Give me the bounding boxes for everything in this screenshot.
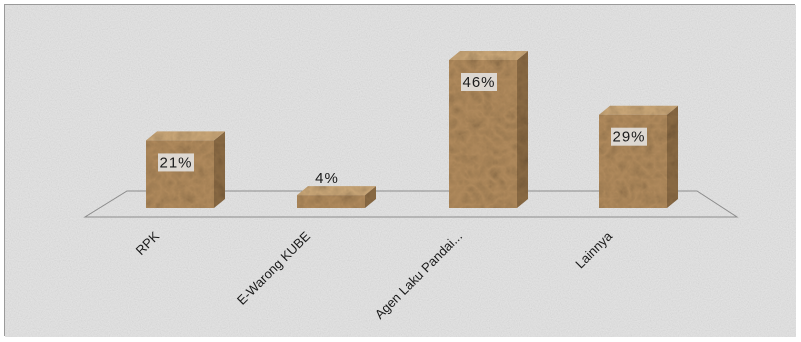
value-label-box (611, 127, 647, 146)
bar-4 (599, 105, 678, 208)
bars-layer (146, 51, 678, 208)
chart-area: 21% 4% 46% 29% RPK E-Warong KUBE Agen Laku Pa… (4, 4, 796, 337)
value-label-box (461, 73, 497, 91)
bar-top-face (146, 131, 225, 141)
bar-top-face (449, 51, 528, 60)
bar-side-face (667, 105, 678, 208)
value-labels-layer: 21% 4% 46% 29% (158, 73, 647, 187)
bar-side-face (517, 51, 528, 208)
value-label: 46% (462, 74, 495, 91)
bar-2 (297, 186, 376, 208)
bar-front-face (297, 195, 365, 208)
value-label: 4% (315, 170, 339, 187)
value-label: 21% (159, 154, 192, 171)
bar-top-face (599, 105, 678, 115)
bar-1 (146, 131, 225, 208)
value-label-box (158, 153, 194, 172)
value-label: 29% (612, 129, 645, 146)
bar-front-face (146, 140, 214, 208)
bar-side-face (365, 186, 376, 208)
bar-top-face (297, 186, 376, 196)
bar-side-face (214, 131, 225, 208)
chart-floor (83, 190, 739, 218)
bar-3 (449, 51, 528, 208)
bar-chart: 21%4%46%29% RPK E-Warong KUBE Agen Laku Pa… (5, 5, 796, 337)
